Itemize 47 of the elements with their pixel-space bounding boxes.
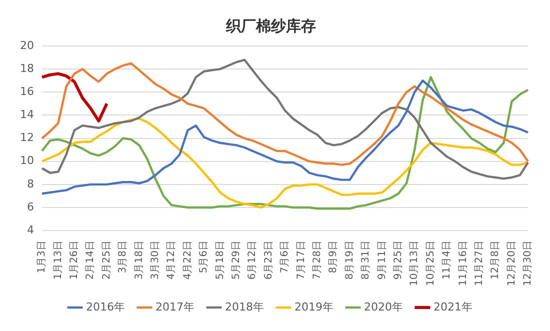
- x-tick-label: 2月14日: [85, 240, 96, 280]
- y-tick-label: 18: [20, 62, 34, 75]
- y-tick-label: 20: [20, 38, 34, 52]
- x-tick-label: 7月6日: [280, 240, 291, 274]
- x-tick-label: 5月29日: [230, 240, 242, 280]
- x-tick-label: 7月17日: [296, 240, 307, 280]
- x-tick-label: 2月25日: [101, 240, 112, 280]
- x-tick-label: 11月27日: [474, 240, 485, 286]
- x-tick-label: 9月25日: [392, 240, 404, 280]
- legend-label: 2019年: [294, 300, 334, 314]
- x-tick-label: 12月20日: [506, 240, 518, 286]
- x-tick-label: 1月3日: [36, 240, 48, 274]
- x-tick-label: 3月8日: [118, 240, 129, 274]
- x-tick-label: 7月28日: [312, 240, 323, 280]
- y-tick-label: 10: [20, 154, 34, 168]
- x-tick-label: 6月12日: [247, 240, 258, 280]
- y-tick-label: 12: [20, 131, 34, 144]
- x-tick-label: 11月16日: [458, 240, 469, 286]
- x-tick-label: 10月25日: [425, 240, 436, 286]
- x-tick-label: 5月6日: [198, 240, 210, 274]
- y-tick-label: 4: [26, 223, 34, 236]
- chart-title: 织厂棉纱库存: [225, 16, 316, 35]
- x-tick-label: 6月23日: [263, 240, 274, 280]
- x-tick-label: 5月18日: [214, 240, 226, 280]
- x-tick-label: 12月30日: [522, 240, 534, 286]
- x-tick-label: 8月19日: [344, 240, 356, 280]
- x-tick-label: 8月9日: [328, 240, 340, 274]
- legend-label: 2020年: [364, 300, 403, 314]
- x-tick-label: 3月18日: [134, 240, 145, 280]
- x-tick-label: 10月13日: [409, 240, 420, 286]
- x-tick-label: 11月4日: [442, 240, 453, 280]
- x-tick-label: 4月22日: [182, 240, 194, 280]
- x-tick-label: 9月11日: [376, 240, 388, 280]
- legend-label: 2016年: [86, 300, 126, 314]
- x-tick-label: 1月13日: [52, 240, 64, 280]
- y-tick-label: 16: [20, 84, 34, 98]
- x-tick-label: 1月26日: [68, 240, 80, 280]
- x-tick-label: 8月31日: [360, 240, 372, 280]
- x-tick-label: 3月30日: [150, 240, 161, 280]
- legend-label: 2021年: [433, 300, 472, 314]
- x-tick-label: 4月12日: [166, 240, 178, 280]
- x-tick-label: 12月8日: [490, 240, 502, 280]
- y-tick-label: 6: [26, 200, 34, 214]
- legend-label: 2017年: [156, 300, 195, 314]
- y-tick-label: 8: [26, 177, 34, 190]
- legend-label: 2018年: [225, 300, 264, 314]
- y-tick-label: 14: [20, 108, 34, 122]
